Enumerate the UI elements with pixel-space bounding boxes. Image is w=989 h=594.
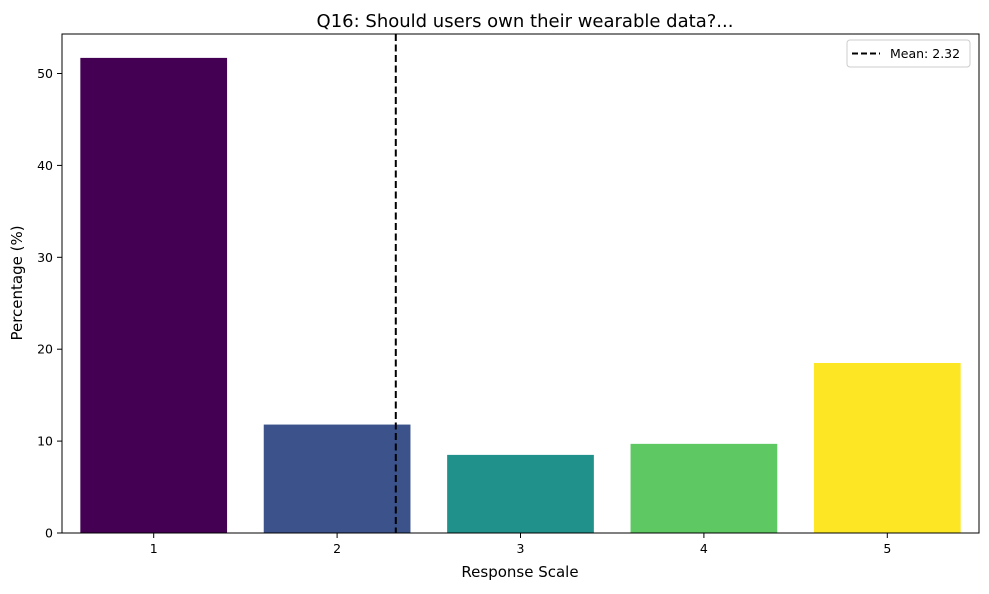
bar-2	[263, 424, 411, 533]
bar-3	[447, 454, 594, 533]
y-axis-label: Percentage (%)	[8, 225, 26, 340]
x-tick-label: 5	[883, 541, 891, 556]
y-tick-label: 20	[37, 342, 53, 357]
x-tick-label: 3	[517, 541, 525, 556]
x-axis-label: Response Scale	[461, 563, 578, 581]
legend-box	[846, 39, 971, 68]
bars-group	[80, 57, 961, 533]
x-tick-label: 1	[150, 541, 158, 556]
x-tick-label: 2	[333, 541, 341, 556]
y-tick-label: 0	[45, 526, 53, 541]
bar-1	[80, 57, 228, 533]
y-tick-label: 50	[37, 66, 53, 81]
axes-group: 0 10 20 30 40 50 1 2 3 4 5	[37, 33, 980, 556]
chart-title: Q16: Should users own their wearable dat…	[317, 11, 734, 32]
y-tick-label: 40	[37, 158, 53, 173]
legend-mean-label: Mean: 2.32	[890, 46, 960, 61]
y-tick-label: 30	[37, 250, 53, 265]
bar-5	[813, 362, 961, 533]
y-tick-label: 10	[37, 434, 53, 449]
legend: Mean: 2.32	[846, 39, 971, 68]
x-tick-label: 4	[700, 541, 708, 556]
bar-4	[630, 443, 778, 533]
